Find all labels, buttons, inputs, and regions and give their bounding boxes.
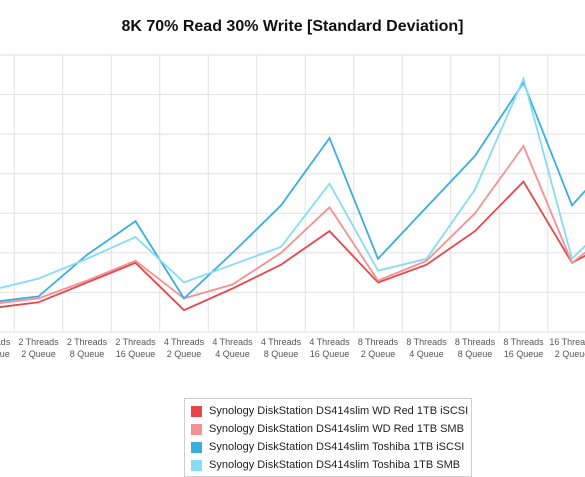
x-tick-label: 8 Threads 8 Queue (455, 337, 496, 359)
series-line-2 (0, 144, 585, 304)
x-tick-label: 4 Threads 2 Queue (164, 337, 205, 359)
legend-swatch (191, 405, 202, 417)
legend-swatch (191, 423, 202, 435)
x-tick-label: 2 Threads 2 Queue (18, 337, 59, 359)
x-tick-label: 2 Threads 16 Queue (115, 337, 156, 359)
chart-grid (0, 54, 585, 333)
chart-title: 8K 70% Read 30% Write [Standard Deviatio… (121, 18, 464, 35)
x-tick-label: 2 Threads 8 Queue (67, 337, 108, 359)
legend-item[interactable]: Synology DiskStation DS414slim Toshiba 1… (191, 438, 471, 456)
legend-label: Synology DiskStation DS414slim WD Red 1T… (209, 423, 464, 435)
legend-label: Synology DiskStation DS414slim Toshiba 1… (209, 441, 465, 453)
series-line-1 (0, 180, 585, 312)
legend-item[interactable]: Synology DiskStation DS414slim WD Red 1T… (191, 420, 471, 438)
x-tick-label: 8 Threads 2 Queue (358, 337, 399, 359)
x-tick-label: 4 Threads 4 Queue (212, 337, 253, 359)
series-line-4 (0, 75, 585, 289)
x-tick-label: 4 Threads 8 Queue (261, 337, 302, 359)
legend-item[interactable]: Synology DiskStation DS414slim Toshiba 1… (191, 456, 471, 474)
legend-swatch (191, 459, 202, 471)
x-tick-label: 4 Threads 16 Queue (309, 337, 350, 359)
legend-swatch (191, 441, 202, 453)
x-tick-label: 8 Threads 4 Queue (406, 337, 447, 359)
x-tick-label: 8 Threads 16 Queue (503, 337, 544, 359)
series-line-3 (0, 80, 585, 302)
legend-label: Synology DiskStation DS414slim Toshiba 1… (209, 459, 461, 471)
chart-legend: Synology DiskStation DS414slim WD Red 1T… (184, 398, 472, 477)
series-lines (0, 75, 585, 312)
legend-item[interactable]: Synology DiskStation DS414slim WD Red 1T… (191, 402, 471, 420)
legend-label: Synology DiskStation DS414slim WD Red 1T… (209, 405, 469, 417)
